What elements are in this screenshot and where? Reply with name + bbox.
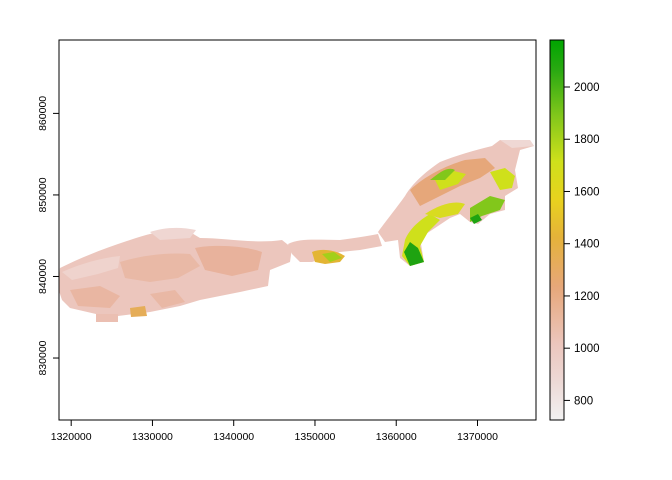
elevation-raster <box>59 140 534 322</box>
y-axis: 830000 840000 850000 860000 <box>37 96 59 376</box>
legend-tick-label: 1800 <box>574 134 600 146</box>
legend-tick-label: 1400 <box>574 239 600 251</box>
legend-frame <box>549 39 565 421</box>
color-legend: 800 1000 1200 1400 1600 1800 2000 <box>549 39 600 421</box>
y-tick-label: 860000 <box>37 96 49 131</box>
legend-color-bar <box>550 40 564 420</box>
plot-frame <box>58 39 537 421</box>
y-tick-label: 830000 <box>37 340 49 375</box>
legend-ticks: 800 1000 1200 1400 1600 1800 2000 <box>564 82 600 407</box>
x-tick-label: 1350000 <box>295 431 336 443</box>
x-tick-label: 1360000 <box>376 431 417 443</box>
legend-tick-label: 2000 <box>574 82 600 94</box>
x-tick-label: 1320000 <box>51 431 92 443</box>
legend-tick-label: 1600 <box>574 186 600 198</box>
legend-tick-label: 800 <box>574 395 593 407</box>
y-tick-label: 840000 <box>37 259 49 294</box>
legend-tick-label: 1200 <box>574 291 600 303</box>
x-tick-label: 1340000 <box>213 431 254 443</box>
legend-tick-label: 1000 <box>574 343 600 355</box>
x-axis: 1320000 1330000 1340000 1350000 1360000 13700… <box>51 420 498 443</box>
x-tick-label: 1370000 <box>457 431 498 443</box>
x-tick-label: 1330000 <box>132 431 173 443</box>
y-tick-label: 850000 <box>37 177 49 212</box>
